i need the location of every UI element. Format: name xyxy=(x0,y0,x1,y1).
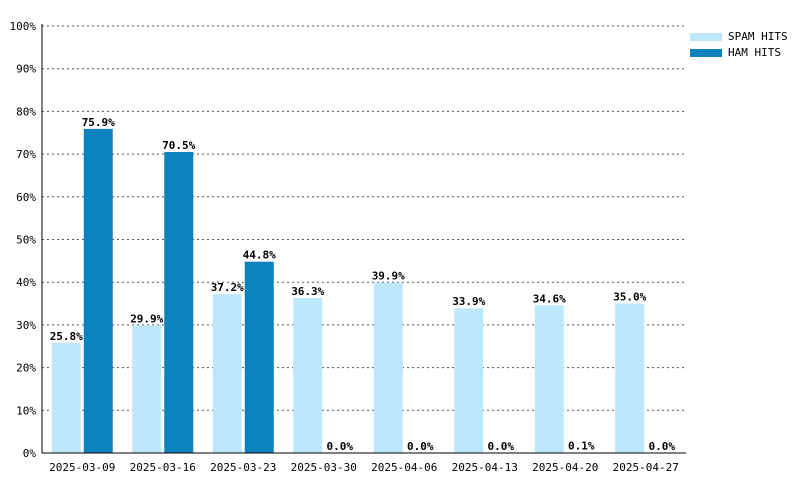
ham-data-label: 0.0% xyxy=(488,440,515,453)
spam-bar xyxy=(373,282,403,453)
spam-data-label: 39.9% xyxy=(372,270,405,283)
legend: SPAM HITS HAM HITS xyxy=(690,29,788,61)
spam-bar xyxy=(132,325,162,453)
x-tick-label: 2025-04-13 xyxy=(452,461,518,474)
y-tick-label: 100% xyxy=(10,20,37,33)
y-tick-label: 50% xyxy=(16,234,36,247)
ham-bar xyxy=(164,151,194,453)
ham-data-label: 0.0% xyxy=(649,440,676,453)
x-tick-label: 2025-03-23 xyxy=(210,461,276,474)
ham-data-label: 0.1% xyxy=(568,440,595,453)
y-tick-label: 40% xyxy=(16,276,36,289)
y-axis: 0% 10% 20% 30% 40% 50% 60% 70% 80% 90% 100% xyxy=(10,20,43,460)
data-labels: 25.8% 75.9% 29.9% 70.5% 37.2% 44.8% 36.3% 0.0% 3… xyxy=(50,116,676,453)
spam-data-label: 33.9% xyxy=(452,295,485,308)
gridlines xyxy=(42,25,686,411)
ham-bar xyxy=(244,261,274,453)
y-tick-label: 0% xyxy=(23,447,37,460)
spam-data-label: 36.3% xyxy=(291,285,324,298)
ham-data-label: 0.0% xyxy=(407,440,434,453)
y-tick-label: 60% xyxy=(16,191,36,204)
spam-data-label: 35.0% xyxy=(613,291,646,304)
x-tick-label: 2025-04-06 xyxy=(371,461,437,474)
ham-data-label: 75.9% xyxy=(82,116,115,129)
spam-bar xyxy=(212,294,242,453)
spam-bar xyxy=(454,308,484,453)
spam-data-label: 34.6% xyxy=(533,292,566,305)
spam-bar xyxy=(534,305,564,453)
spam-bar xyxy=(293,297,323,453)
y-tick-label: 70% xyxy=(16,148,36,161)
legend-swatch-spam xyxy=(690,33,722,41)
bars xyxy=(51,128,645,454)
x-tick-label: 2025-03-30 xyxy=(291,461,357,474)
spam-bar xyxy=(615,303,645,453)
y-tick-label: 90% xyxy=(16,63,36,76)
legend-item-spam: SPAM HITS xyxy=(690,29,788,45)
x-tick-label: 2025-04-27 xyxy=(613,461,679,474)
legend-item-ham: HAM HITS xyxy=(690,45,788,61)
x-tick-label: 2025-04-20 xyxy=(532,461,598,474)
ham-bar xyxy=(83,128,113,454)
spam-bar xyxy=(51,342,81,453)
ham-data-label: 0.0% xyxy=(327,440,354,453)
ham-data-label: 70.5% xyxy=(162,139,195,152)
spam-data-label: 37.2% xyxy=(211,281,244,294)
legend-swatch-ham xyxy=(690,49,722,57)
y-tick-label: 80% xyxy=(16,105,36,118)
y-tick-label: 10% xyxy=(16,404,36,417)
spam-data-label: 29.9% xyxy=(130,312,163,325)
x-tick-label: 2025-03-09 xyxy=(49,461,115,474)
x-tick-label: 2025-03-16 xyxy=(130,461,196,474)
legend-label-ham: HAM HITS xyxy=(728,46,781,59)
y-tick-label: 30% xyxy=(16,319,36,332)
x-axis: 2025-03-09 2025-03-16 2025-03-23 2025-03-30… xyxy=(42,452,686,474)
legend-label-spam: SPAM HITS xyxy=(728,30,788,43)
ham-data-label: 44.8% xyxy=(243,249,276,262)
y-tick-label: 20% xyxy=(16,362,36,375)
spam-data-label: 25.8% xyxy=(50,330,83,343)
